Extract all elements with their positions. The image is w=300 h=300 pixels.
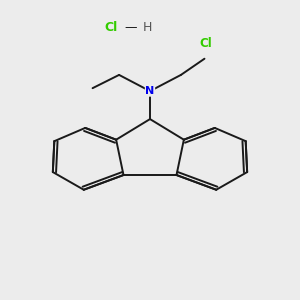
Text: —: —: [124, 21, 137, 34]
Text: H: H: [142, 21, 152, 34]
Text: N: N: [146, 86, 154, 96]
Text: Cl: Cl: [200, 38, 212, 50]
Text: Cl: Cl: [104, 21, 118, 34]
